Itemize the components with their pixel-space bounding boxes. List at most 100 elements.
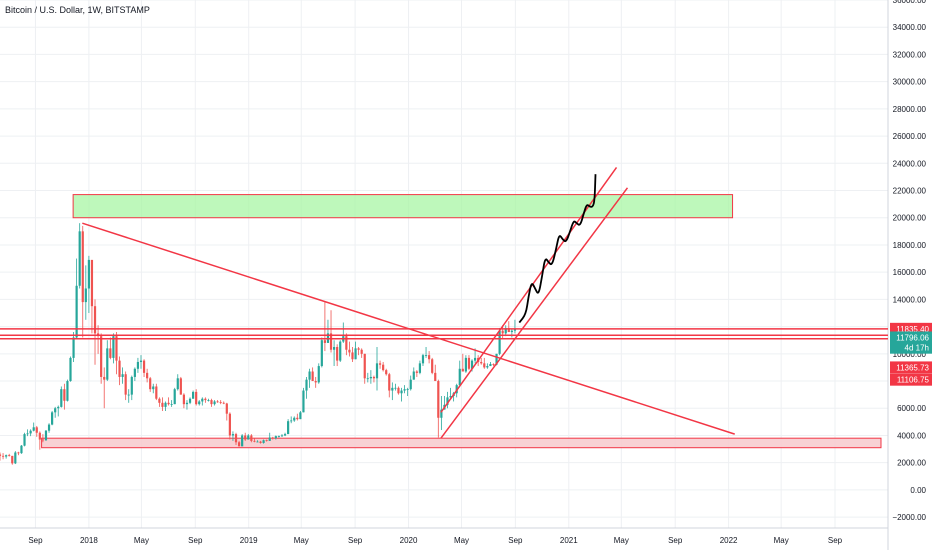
candle-body <box>152 386 155 390</box>
candle-body <box>139 360 143 362</box>
candle-body <box>11 455 14 464</box>
price-badge-label: 4d 17h <box>905 344 929 353</box>
candle-body <box>0 454 2 456</box>
candle-body <box>185 402 189 405</box>
candle-body <box>167 402 170 405</box>
candle-body <box>225 403 228 414</box>
candle-body <box>109 348 112 358</box>
candle-body <box>198 401 201 405</box>
candle-body <box>320 340 323 367</box>
candle-body <box>26 433 29 435</box>
candle-body <box>274 436 277 439</box>
candle-body <box>495 353 498 365</box>
candle-body <box>93 306 97 334</box>
candle-body <box>188 398 192 403</box>
candle-body <box>366 378 369 380</box>
y-tick-label: 18000.00 <box>893 241 927 250</box>
candle-body <box>222 402 225 404</box>
candle-body <box>231 434 235 436</box>
candle-body <box>323 340 326 343</box>
y-tick-label: 30000.00 <box>893 78 927 87</box>
candle-body <box>486 366 489 368</box>
candle-body <box>213 401 216 405</box>
candle-body <box>437 381 440 418</box>
candle-body <box>158 398 161 403</box>
candle-body <box>397 387 400 394</box>
candle-body <box>216 401 219 403</box>
candle-body <box>179 378 182 395</box>
x-tick-label: May <box>774 536 789 545</box>
candle-body <box>348 349 351 353</box>
candle-body <box>329 333 333 350</box>
candle-body <box>446 397 449 405</box>
y-tick-label: 28000.00 <box>893 105 927 114</box>
candle-body <box>1 455 5 457</box>
price-badge <box>890 341 932 354</box>
candle-body <box>219 402 222 403</box>
candle-body <box>103 376 106 380</box>
candle-body <box>54 408 57 413</box>
candle-body <box>305 379 308 391</box>
candle-body <box>84 288 87 303</box>
candle-series <box>0 223 517 465</box>
candle-body <box>440 409 443 418</box>
candle-body <box>311 371 314 382</box>
candle-body <box>513 329 517 331</box>
candle-body <box>41 439 45 441</box>
candle-body <box>8 455 11 456</box>
candle-body <box>161 402 164 407</box>
candle-body <box>369 376 372 379</box>
price-axis[interactable]: 36000.00 34000.00 32000.00 30000.00 28000.00… <box>887 0 927 550</box>
candle-body <box>290 420 293 422</box>
candle-body <box>228 413 231 436</box>
candle-body <box>296 417 299 420</box>
candle-body <box>106 348 109 380</box>
candle-body <box>283 434 287 436</box>
candle-body <box>421 355 425 364</box>
candle-body <box>268 437 271 441</box>
candle-body <box>32 427 35 431</box>
candle-body <box>299 412 302 420</box>
candle-body <box>504 327 507 334</box>
time-axis: Sep 2018 May Sep 2019 May Sep 2020 May Sep 2021 May… <box>0 527 888 545</box>
price-badge-label: 11365.73 <box>896 363 929 372</box>
trend-drawings <box>0 166 888 439</box>
candle-body <box>428 355 431 360</box>
y-tick-label: 6000.00 <box>897 404 926 413</box>
candle-body <box>360 349 363 354</box>
y-tick-label: 32000.00 <box>893 50 927 59</box>
candle-body <box>182 394 186 405</box>
candle-body <box>237 442 241 447</box>
x-tick-label: May <box>454 536 469 545</box>
candle-body <box>378 363 382 365</box>
candle-body <box>480 361 483 364</box>
y-tick-label: 2000.00 <box>897 459 926 468</box>
candle-body <box>124 374 127 395</box>
candle-body <box>265 440 268 442</box>
candle-body <box>247 435 250 440</box>
candle-body <box>244 435 247 440</box>
candle-body <box>345 336 348 350</box>
drawing-zones <box>41 194 882 449</box>
candle-body <box>115 336 118 361</box>
price-badge <box>890 331 932 344</box>
candle-body <box>81 231 84 303</box>
price-badge-label: 11835.40 <box>896 325 929 334</box>
price-badge-label: 11106.75 <box>897 376 930 385</box>
candle-body <box>262 440 265 443</box>
x-tick-label: May <box>134 536 149 545</box>
candle-body <box>394 387 397 389</box>
candle-body <box>473 357 477 361</box>
x-tick-label: 2020 <box>400 536 418 545</box>
candle-body <box>467 357 471 369</box>
candle-body <box>507 327 510 333</box>
candle-body <box>449 396 452 398</box>
candle-body <box>336 347 339 361</box>
candle-body <box>155 386 158 399</box>
candle-body <box>489 364 492 367</box>
candle-body <box>204 398 207 401</box>
candle-body <box>100 336 103 377</box>
candle-body <box>434 372 437 382</box>
